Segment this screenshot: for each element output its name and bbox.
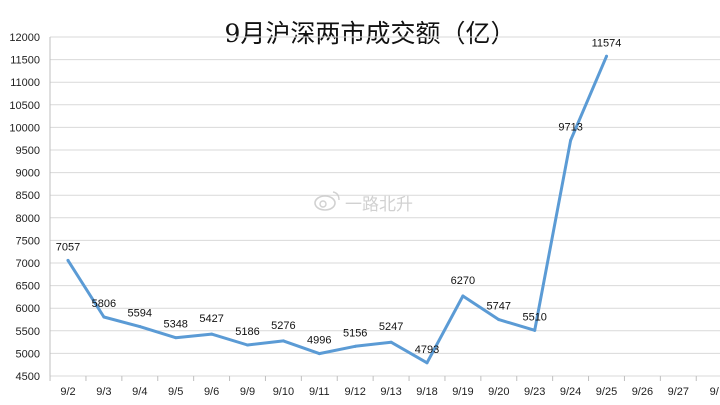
x-tick-label: 9/10 [273,386,294,398]
data-label: 11574 [592,37,622,49]
data-label: 5247 [379,321,403,333]
data-label: 5747 [487,301,511,313]
y-tick-label: 4500 [16,371,40,383]
data-point [569,138,573,142]
data-point [138,325,142,329]
y-tick-label: 6500 [16,281,40,293]
data-label: 5276 [271,320,295,332]
x-tick-label: 9/26 [632,386,653,398]
x-tick-label: 9/4 [132,386,147,398]
data-point [353,344,357,348]
data-label: 5156 [343,327,367,339]
y-tick-label: 12000 [9,32,40,44]
watermark: 一路北升 [314,191,413,215]
y-tick-label: 7500 [16,235,40,247]
y-tick-label: 11500 [10,55,40,67]
data-label: 6270 [451,275,475,287]
data-label: 5348 [163,319,187,331]
y-tick-label: 5000 [16,348,40,360]
weibo-icon [314,191,340,211]
y-tick-label: 11000 [10,77,40,89]
x-tick-label: 9/11 [309,386,330,398]
data-label: 5186 [235,326,259,338]
data-point [425,361,429,365]
x-tick-label: 9/12 [344,386,365,398]
data-point [102,315,106,319]
chart-title: 9月沪深两市成交额（亿） [225,19,516,48]
y-axis-ticks: 4500 5000 5500 6000 6500 7000 7500 8000 8500 9000… [9,32,40,383]
data-point [605,54,608,58]
x-tick-label: 9/3 [96,386,111,398]
x-tick-label: 9/18 [416,386,437,398]
data-label: 5510 [522,311,546,323]
y-tick-label: 9500 [16,145,40,157]
data-label: 5427 [199,313,223,325]
y-tick-label: 9000 [16,168,40,180]
y-tick-label: 8500 [16,190,40,202]
x-tick-label: 9/5 [168,386,183,398]
data-point [66,258,70,262]
data-point [281,339,285,343]
x-tick-label: 9/19 [452,386,473,398]
x-tick-label: 9/20 [488,386,509,398]
data-point [210,332,214,336]
data-point [174,336,178,340]
y-tick-label: 5500 [16,326,40,338]
data-points [66,54,608,365]
x-tick-label: 9/27 [668,386,689,398]
x-axis-ticks: 9/2 9/3 9/4 9/5 9/6 9/9 9/10 9/11 9/12 9/13 9/18 9/… [49,376,720,398]
data-point [389,340,393,344]
y-tick-label: 7000 [16,258,40,270]
data-label: 7057 [56,241,80,253]
gridlines [49,36,720,377]
x-tick-label: 9/25 [596,386,617,398]
y-tick-label: 8000 [16,213,40,225]
data-point [461,294,465,298]
x-tick-label: 9/2 [60,386,75,398]
x-tick-label: 9/23 [524,386,545,398]
x-tick-label: 9/6 [204,386,219,398]
x-tick-label: 9/ [710,386,720,398]
data-label: 5594 [128,308,152,320]
y-tick-label: 10000 [9,122,40,134]
data-label: 4793 [415,344,439,356]
x-tick-label: 9/13 [380,386,401,398]
watermark-text: 一路北升 [345,195,413,215]
data-point [246,343,249,347]
data-point [497,318,501,322]
data-label: 9713 [558,121,582,133]
data-labels: 7057 5806 5594 5348 5427 5186 5276 4996 5156 5247… [56,37,622,356]
x-tick-label: 9/9 [240,386,255,398]
data-point [317,352,321,356]
data-label: 4996 [307,335,331,347]
x-tick-label: 9/24 [560,386,581,398]
series-line [66,54,608,365]
y-tick-label: 6000 [16,303,40,315]
data-point [533,328,537,332]
data-label: 5806 [92,298,116,310]
y-tick-label: 10500 [9,100,40,112]
